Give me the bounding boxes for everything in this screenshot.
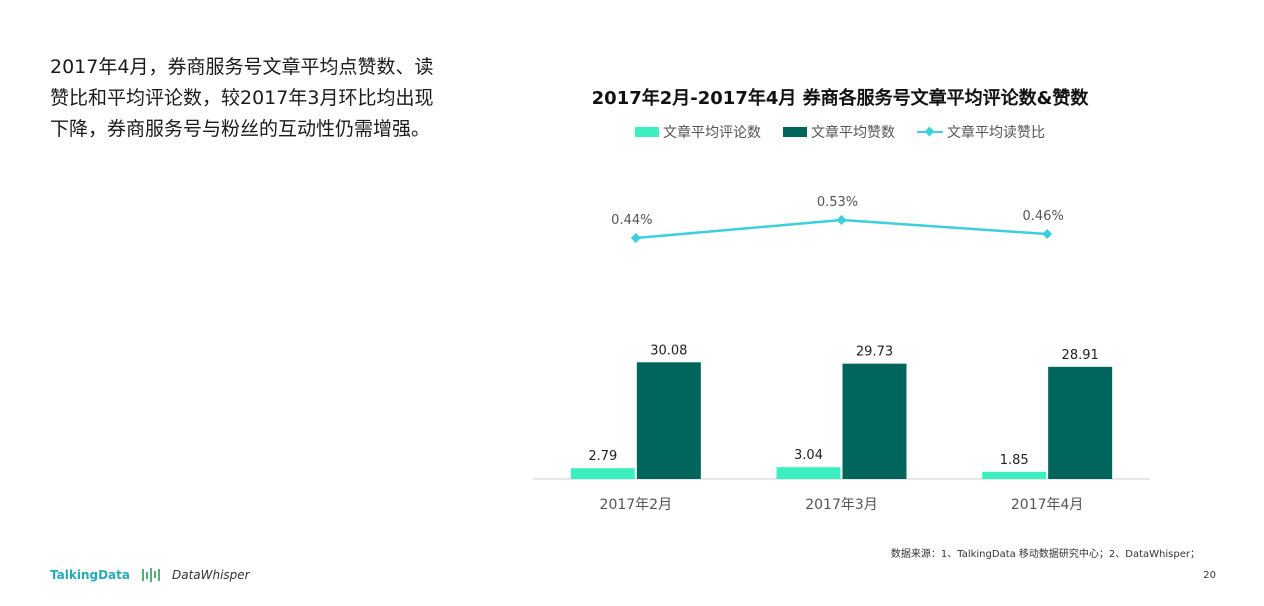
bar-likes-1 <box>636 362 701 479</box>
chart-legend: 文章平均评论数 文章平均赞数 文章平均读赞比 <box>540 122 1140 142</box>
lead-paragraph: 2017年4月，券商服务号文章平均点赞数、读赞比和平均评论数，较2017年3月环… <box>50 56 434 140</box>
bar-likes-3 <box>1048 366 1113 479</box>
legend-label-likes: 文章平均赞数 <box>811 125 895 141</box>
talkingdata-logo: TalkingData <box>50 568 130 582</box>
x-tick-label-1: 2017年2月 <box>600 497 673 513</box>
bar-comments-3 <box>982 471 1047 479</box>
bar-comments-label-2: 3.04 <box>794 448 823 463</box>
x-tick-label-2: 2017年3月 <box>805 497 878 513</box>
datawhisper-logo-text: DataWhisper <box>171 568 250 582</box>
ratio-label-3: 0.46% <box>1023 209 1064 224</box>
bar-comments-2 <box>776 467 841 479</box>
legend-swatch-comments <box>635 127 659 137</box>
legend-item-likes: 文章平均赞数 <box>783 122 895 142</box>
page-number: 20 <box>1203 570 1216 581</box>
bar-likes-2 <box>842 363 907 479</box>
bar-likes-label-3: 28.91 <box>1062 348 1099 363</box>
ratio-point-2 <box>836 215 847 225</box>
bar-comments-label-1: 2.79 <box>588 449 617 464</box>
footer-brand: TalkingData DataWhisper <box>50 566 250 584</box>
x-tick-label-3: 2017年4月 <box>1011 497 1084 513</box>
ratio-point-3 <box>1042 229 1053 239</box>
legend-swatch-ratio <box>917 127 943 137</box>
legend-item-ratio: 文章平均读赞比 <box>917 122 1045 142</box>
bar-comments-1 <box>570 468 635 479</box>
chart-title: 2017年2月-2017年4月 券商各服务号文章平均评论数&赞数 <box>591 88 1089 109</box>
data-source-note: 数据来源：1、TalkingData 移动数据研究中心；2、DataWhispe… <box>890 549 1200 560</box>
bar-likes-label-2: 29.73 <box>856 345 893 360</box>
ratio-label-2: 0.53% <box>817 195 858 210</box>
bar-likes-label-1: 30.08 <box>650 343 687 358</box>
ratio-point-1 <box>630 233 641 243</box>
ratio-label-1: 0.44% <box>611 213 652 228</box>
legend-label-comments: 文章平均评论数 <box>663 125 761 141</box>
bar-comments-label-3: 1.85 <box>1000 453 1029 468</box>
legend-swatch-likes <box>783 127 807 137</box>
legend-label-ratio: 文章平均读赞比 <box>947 125 1045 141</box>
legend-item-comments: 文章平均评论数 <box>635 122 761 142</box>
datawhisper-logo-icon <box>142 568 160 582</box>
